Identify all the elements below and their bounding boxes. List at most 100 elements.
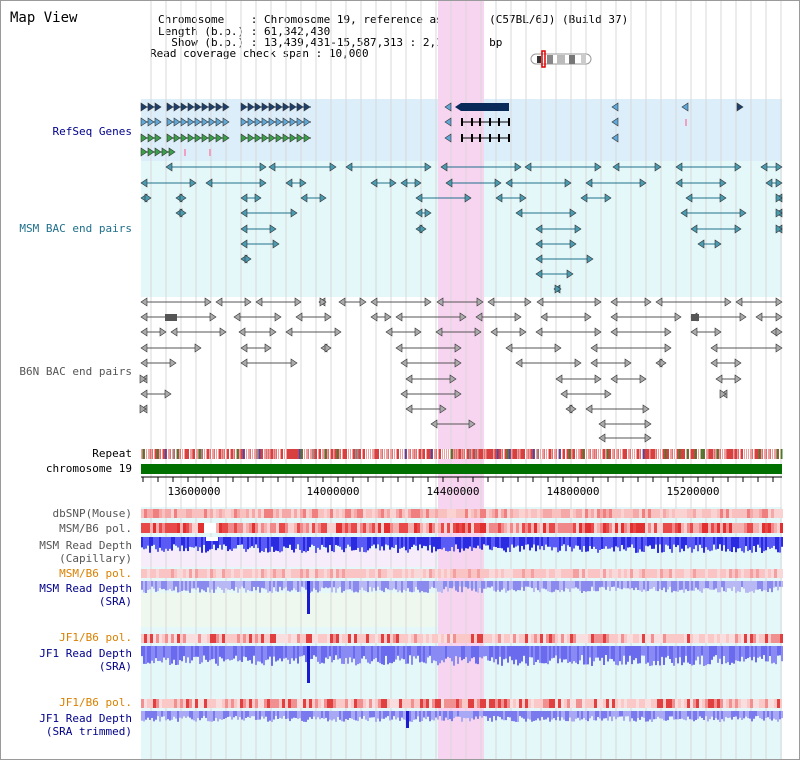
pol-cell <box>156 523 159 533</box>
pol-cell <box>690 523 693 533</box>
track-label-msm-bac[interactable]: MSM BAC end pairs <box>19 222 132 235</box>
depth-bar <box>241 537 243 545</box>
b6n-bac-pair-end <box>264 343 272 353</box>
msm-bac-pair-end <box>519 193 527 203</box>
repeat-segment <box>149 449 151 459</box>
selection-highlight[interactable] <box>438 1 484 759</box>
depth-bar <box>563 711 565 720</box>
pol-cell <box>291 523 294 533</box>
depth-bar <box>673 646 675 666</box>
depth-bar <box>437 581 439 592</box>
depth-bar <box>201 581 203 590</box>
depth-bar <box>601 711 603 721</box>
depth-bar <box>423 711 425 718</box>
pol-cell <box>621 569 624 578</box>
repeat-segment <box>553 449 555 459</box>
depth-bar <box>437 711 439 720</box>
pol-cell <box>300 699 303 708</box>
msm-bac-features[interactable] <box>140 162 783 294</box>
msm-bac-pair-end <box>654 162 662 172</box>
repeat-segment <box>575 449 577 459</box>
msm-bac-pair-end <box>144 193 152 203</box>
depth-bar <box>151 711 153 718</box>
polymorphism-tracks[interactable] <box>141 509 783 708</box>
repeat-segment <box>145 449 147 459</box>
depth-bar <box>669 537 671 550</box>
depth-bar <box>443 537 445 548</box>
refseq-gene-features[interactable] <box>140 102 744 157</box>
pol-cell <box>408 569 411 578</box>
track-label-jf1-depth-trimmed[interactable]: JF1 Read Depth <box>39 712 132 725</box>
pol-cell <box>606 569 609 578</box>
pol-cell <box>570 699 573 708</box>
gene-exon <box>254 133 262 143</box>
gene-exon <box>282 133 290 143</box>
pol-cell <box>465 509 468 518</box>
depth-bar <box>197 711 199 719</box>
depth-bar <box>647 646 649 663</box>
depth-bar <box>721 537 723 551</box>
repeat-segment <box>723 449 725 459</box>
track-label-repeat[interactable]: Repeat <box>92 447 132 460</box>
pol-cell <box>285 634 288 643</box>
track-label-dbsnp[interactable]: dbSNP(Mouse) <box>52 507 132 520</box>
pol-cell <box>582 699 585 708</box>
pol-cell <box>555 699 558 708</box>
b6n-bac-features[interactable] <box>139 297 783 443</box>
track-label-msm-depth-sra[interactable]: MSM Read Depth <box>39 582 132 595</box>
pol-cell <box>372 509 375 518</box>
track-label-jf1-b6-pol-2[interactable]: JF1/B6 pol. <box>59 696 132 709</box>
b6n-bac-pair-end <box>139 404 147 414</box>
track-label-chromosome[interactable]: chromosome 19 <box>45 462 132 475</box>
depth-bar <box>641 711 643 717</box>
repeat-segment <box>659 449 661 459</box>
track-label-msm-b6-pol-2[interactable]: MSM/B6 pol. <box>59 567 132 580</box>
depth-bar <box>269 646 271 657</box>
repeat-segment <box>545 449 547 459</box>
msm-bac-pair-end <box>269 224 277 234</box>
depth-bar <box>273 711 275 720</box>
track-label-b6n-bac[interactable]: B6N BAC end pairs <box>19 365 132 378</box>
depth-bar <box>205 711 207 718</box>
track-label-msm-b6-pol[interactable]: MSM/B6 pol. <box>59 522 132 535</box>
pol-cell <box>744 634 747 643</box>
depth-bar <box>507 711 509 717</box>
track-label-jf1-depth-sra[interactable]: JF1 Read Depth <box>39 647 132 660</box>
pol-cell <box>219 569 222 578</box>
depth-bar <box>771 646 773 664</box>
pol-cell <box>222 523 225 533</box>
pol-cell <box>510 509 513 518</box>
pol-cell <box>414 569 417 578</box>
chromosome-bar[interactable] <box>141 464 782 474</box>
gene-exon <box>187 133 195 143</box>
gene-exon <box>222 117 230 127</box>
pol-cell <box>651 634 654 643</box>
track-label-msm-depth-capillary[interactable]: MSM Read Depth <box>39 539 132 552</box>
axis-tick-label: 14000000 <box>306 485 360 498</box>
depth-bar <box>329 581 331 588</box>
depth-bar <box>661 646 663 657</box>
read-depth-tracks[interactable] <box>141 537 783 728</box>
pol-cell <box>300 569 303 578</box>
repeat-segment <box>763 449 765 459</box>
track-label-jf1-b6-pol[interactable]: JF1/B6 pol. <box>59 631 132 644</box>
depth-bar <box>465 581 467 588</box>
pol-cell <box>603 509 606 518</box>
depth-bar <box>525 581 527 587</box>
repeat-segment <box>417 449 419 459</box>
pol-cell <box>141 699 144 708</box>
pol-cell <box>399 523 402 533</box>
depth-bar <box>633 537 635 548</box>
pol-cell <box>309 699 312 708</box>
repeat-segment <box>511 449 513 459</box>
repeat-segment <box>283 449 285 459</box>
depth-bar <box>267 711 269 722</box>
track-label-refseq[interactable]: RefSeq Genes <box>52 125 132 138</box>
depth-bar <box>459 537 461 553</box>
depth-bar <box>689 537 691 548</box>
chromosome-ideogram[interactable] <box>530 50 592 68</box>
depth-bar <box>667 711 669 721</box>
repeat-track-bar[interactable] <box>141 449 783 459</box>
pol-cell <box>414 634 417 643</box>
